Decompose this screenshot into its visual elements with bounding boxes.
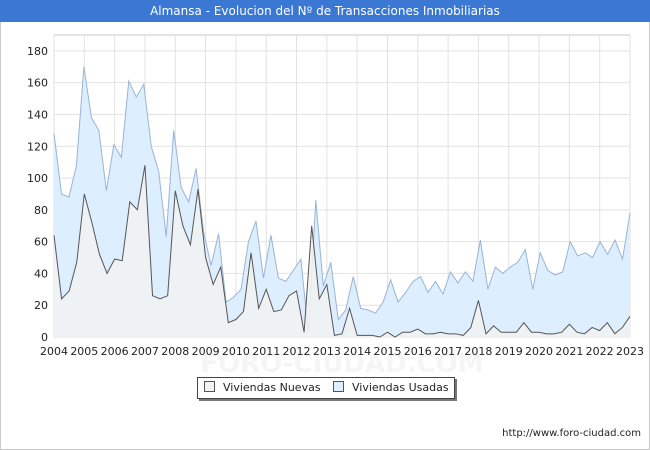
x-tick-label: 2019: [495, 345, 523, 358]
watermark: FORO-CIUDAD.COM: [200, 349, 483, 379]
series-line-nuevas: [53, 165, 631, 338]
series-line-usadas: [53, 66, 631, 333]
y-tick-label: 20: [34, 299, 48, 312]
series-area-nuevas: [54, 165, 630, 337]
legend-item-usadas: Viviendas Usadas: [333, 381, 449, 395]
x-tick-label: 2006: [101, 345, 129, 358]
y-tick-label: 0: [41, 331, 48, 344]
x-tick-label: 2007: [131, 345, 159, 358]
source-url: http://www.foro-ciudad.com: [502, 428, 641, 439]
x-axis-ticks: 2004 2005 2006 2007 2008 2009 2010 2011 2012 2013…: [40, 345, 644, 358]
x-tick-label: 2023: [616, 345, 644, 358]
x-tick-label: 2015: [373, 345, 401, 358]
y-tick-label: 120: [27, 140, 48, 153]
chart-title: Almansa - Evolucion del Nº de Transaccio…: [150, 4, 500, 18]
x-tick-label: 2011: [252, 345, 280, 358]
x-tick-label: 2017: [434, 345, 462, 358]
x-tick-label: 2014: [343, 345, 371, 358]
legend-label-usadas: Viviendas Usadas: [352, 381, 449, 394]
y-tick-label: 140: [27, 108, 48, 121]
x-tick-label: 2012: [283, 345, 311, 358]
x-tick-label: 2013: [313, 345, 341, 358]
legend-swatch-usadas: [333, 381, 344, 392]
y-tick-label: 60: [34, 236, 48, 249]
x-tick-label: 2008: [161, 345, 189, 358]
legend-item-nuevas: Viviendas Nuevas: [204, 381, 321, 395]
legend-label-nuevas: Viviendas Nuevas: [223, 381, 321, 394]
y-axis-ticks: 0 20 40 60 80 100 120 140 160 180: [27, 45, 48, 344]
x-tick-label: 2010: [222, 345, 250, 358]
x-tick-label: 2018: [464, 345, 492, 358]
y-tick-label: 160: [27, 77, 48, 90]
x-tick-label: 2004: [40, 345, 68, 358]
x-tick-label: 2020: [525, 345, 553, 358]
x-tick-label: 2005: [70, 345, 98, 358]
legend-swatch-nuevas: [204, 381, 215, 392]
x-tick-label: 2009: [192, 345, 220, 358]
legend: Viviendas Nuevas Viviendas Usadas: [197, 377, 455, 399]
x-tick-label: 2022: [586, 345, 614, 358]
series-areas: [53, 66, 631, 338]
y-tick-label: 180: [27, 45, 48, 58]
y-tick-label: 80: [34, 204, 48, 217]
y-tick-label: 40: [34, 267, 48, 280]
x-tick-label: 2016: [404, 345, 432, 358]
title-bar: Almansa - Evolucion del Nº de Transaccio…: [0, 0, 650, 22]
x-tick-label: 2021: [555, 345, 583, 358]
y-tick-label: 100: [27, 172, 48, 185]
